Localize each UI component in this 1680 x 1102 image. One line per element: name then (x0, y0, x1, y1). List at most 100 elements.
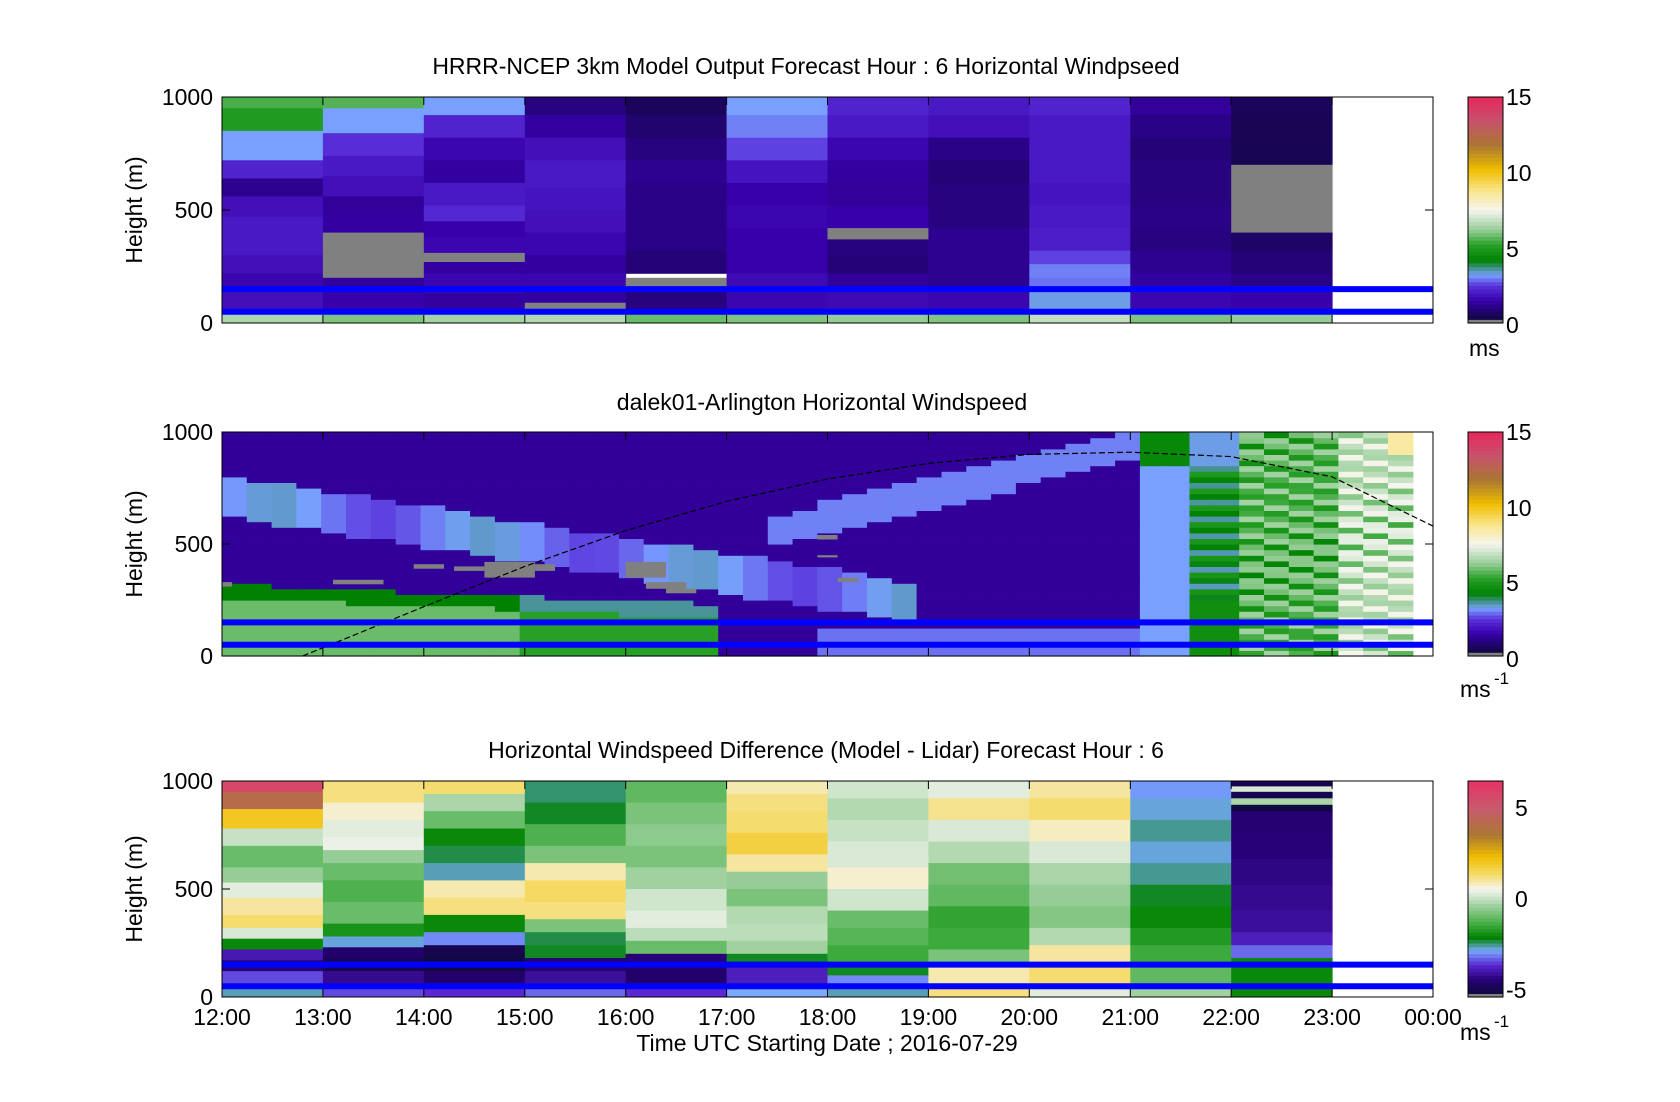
heatmap-cell-33-17 (1040, 555, 1067, 562)
heatmap-cell-16-22 (618, 527, 645, 534)
missing-data-patch-11 (837, 577, 858, 583)
heatmap-cell-5-4 (346, 628, 372, 635)
heatmap-cell-44-10 (1313, 594, 1339, 601)
heatmap-cell-2-30 (271, 482, 297, 489)
heatmap-cell-43-27 (1288, 499, 1315, 506)
heatmap-cell-2-8 (423, 914, 526, 933)
heatmap-cell-29-9 (941, 600, 967, 607)
heatmap-cell-40-37 (1214, 443, 1240, 450)
heatmap-cell-29-28 (941, 493, 967, 500)
colorbar-swatch-1 (1468, 989, 1503, 994)
heatmap-cell-9-22 (445, 527, 471, 534)
heatmap-cell-9-21 (445, 532, 471, 539)
heatmap-cell-47-0 (1388, 650, 1414, 657)
heatmap-cell-1-36 (246, 448, 273, 455)
heatmap-cell-26-3 (867, 633, 893, 640)
heatmap-cell-32-7 (1015, 611, 1042, 618)
heatmap-cell-11-10 (494, 594, 521, 601)
heatmap-cell-1-7 (322, 232, 425, 279)
colorbar-swatch-8 (1468, 289, 1503, 294)
heatmap-cell-30-12 (966, 583, 992, 590)
heatmap-cell-45-16 (1338, 560, 1364, 567)
heatmap-cell-35-23 (1090, 521, 1116, 528)
heatmap-cell-1-10 (246, 594, 273, 601)
heatmap-cell-22-5 (767, 622, 794, 629)
heatmap-cell-24-13 (817, 577, 843, 584)
heatmap-cell-12-33 (519, 465, 546, 472)
heatmap-cell-10-32 (470, 471, 496, 478)
heatmap-cell-45-10 (1338, 594, 1364, 601)
heatmap-cell-16-0 (618, 650, 645, 657)
panel-difference-ytick-1000: 1000 (162, 768, 213, 794)
heatmap-cell-11-34 (494, 460, 521, 467)
heatmap-cell-15-26 (594, 504, 620, 511)
heatmap-cell-7-3 (928, 160, 1030, 184)
heatmap-cell-41-21 (1239, 532, 1265, 539)
heatmap-cell-14-4 (569, 628, 595, 635)
heatmap-cell-37-18 (1139, 549, 1166, 556)
heatmap-cell-2-0 (271, 650, 297, 657)
heatmap-cell-17-10 (643, 594, 670, 601)
heatmap-cell-12-3 (519, 633, 546, 640)
heatmap-cell-2-2 (423, 137, 526, 161)
heatmap-cell-29-19 (941, 544, 967, 551)
heatmap-cell-6-24 (370, 516, 397, 523)
heatmap-cell-5-7 (726, 250, 828, 274)
heatmap-cell-26-32 (867, 471, 893, 478)
heatmap-cell-6-17 (370, 555, 397, 562)
heatmap-cell-13-32 (544, 471, 570, 478)
panel-lidar-x-ticks (221, 431, 1434, 657)
heatmap-cell-42-17 (1264, 555, 1290, 562)
heatmap-cell-3-7 (296, 611, 322, 618)
heatmap-cell-17-23 (643, 521, 670, 528)
heatmap-cell-20-25 (718, 510, 744, 517)
heatmap-cell-0-29 (222, 488, 248, 495)
heatmap-cell-30-17 (966, 555, 992, 562)
heatmap-cell-1-24 (246, 516, 273, 523)
heatmap-cell-4-17 (321, 555, 347, 562)
heatmap-cell-33-37 (1040, 443, 1067, 450)
heatmap-cell-7-0 (928, 781, 1030, 799)
heatmap-cell-45-12 (1338, 583, 1364, 590)
heatmap-cell-31-26 (991, 504, 1017, 511)
heatmap-cell-6-34 (370, 460, 397, 467)
heatmap-cell-4-36 (321, 448, 347, 455)
heatmap-cell-3-27 (296, 499, 322, 506)
heatmap-cell-16-7 (618, 611, 645, 618)
heatmap-cell-32-34 (1015, 460, 1042, 467)
heatmap-cell-32-24 (1015, 516, 1042, 523)
heatmap-cell-14-18 (569, 549, 595, 556)
heatmap-cell-31-16 (991, 560, 1017, 567)
heatmap-cell-9-3 (1130, 160, 1232, 184)
heatmap-cell-29-33 (941, 465, 967, 472)
heatmap-cell-17-34 (643, 460, 670, 467)
heatmap-cell-28-3 (916, 633, 942, 640)
colorbar-swatch-51 (1468, 127, 1503, 132)
heatmap-cell-7-6 (928, 228, 1030, 252)
heatmap-cell-35-27 (1090, 499, 1116, 506)
heatmap-cell-18-21 (668, 532, 694, 539)
heatmap-cell-26-25 (867, 510, 893, 517)
heatmap-cell-33-29 (1040, 488, 1067, 495)
heatmap-cell-8-5 (1029, 205, 1131, 229)
colorbar-swatch-35 (1468, 867, 1503, 872)
heatmap-cell-15-21 (594, 532, 620, 539)
heatmap-cell-12-22 (519, 527, 546, 534)
heatmap-cell-21-22 (743, 527, 769, 534)
heatmap-cell-14-21 (569, 532, 595, 539)
heatmap-cell-43-0 (1288, 650, 1315, 657)
heatmap-cell-14-34 (569, 460, 595, 467)
heatmap-cell-40-21 (1214, 532, 1240, 539)
heatmap-cell-38-15 (1164, 566, 1191, 573)
colorbar-swatch-13 (1468, 946, 1503, 951)
heatmap-cell-40-12 (1214, 583, 1240, 590)
heatmap-cell-15-7 (594, 611, 620, 618)
colorbar-swatch-55 (1468, 112, 1503, 117)
heatmap-cell-22-22 (767, 527, 794, 534)
heatmap-cell-30-4 (966, 628, 992, 635)
heatmap-cell-37-35 (1139, 454, 1166, 461)
heatmap-cell-33-25 (1040, 510, 1067, 517)
heatmap-cell-16-1 (618, 644, 645, 651)
colorbar-swatch-9 (1468, 618, 1503, 623)
